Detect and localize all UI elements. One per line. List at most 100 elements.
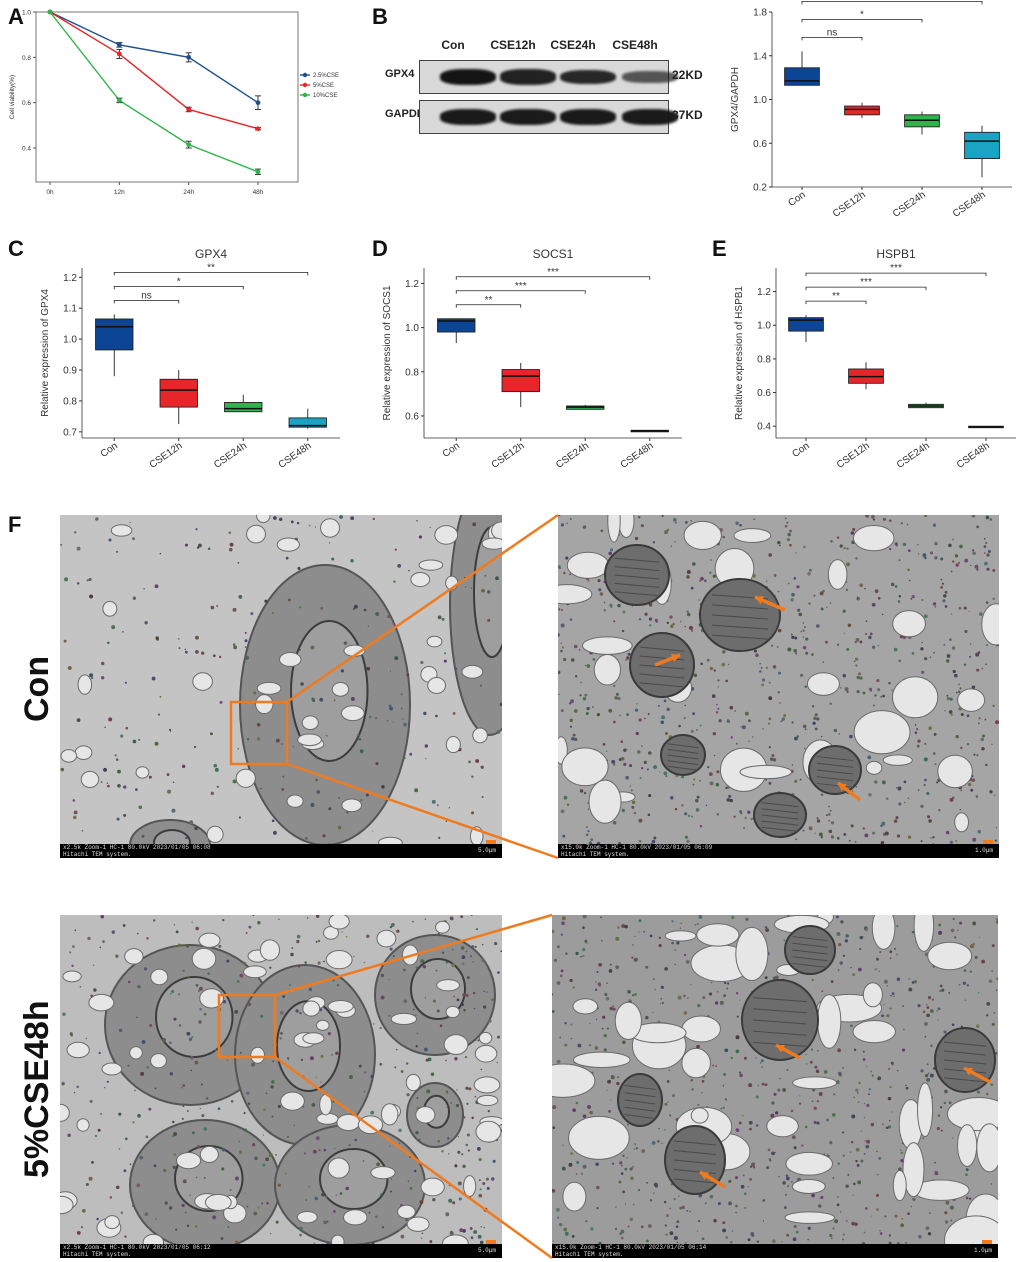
tem-granule [184, 648, 187, 651]
tem-granule [191, 1036, 194, 1039]
tem-granule [880, 841, 885, 844]
tem-granule [552, 1188, 556, 1193]
tem-granule [842, 1066, 844, 1069]
tem-granule [724, 1098, 727, 1101]
tem-granule [290, 952, 294, 957]
cristae [639, 682, 685, 688]
tem-granule [89, 673, 94, 678]
tem-granule [480, 765, 484, 769]
tem-granule [777, 1088, 781, 1092]
vacuole [827, 559, 848, 590]
tem-granule [943, 1101, 947, 1105]
tem-granule [921, 670, 925, 674]
tem-granule [811, 653, 814, 656]
tem-granule [446, 1106, 449, 1108]
tem-granule [880, 695, 883, 698]
tem-granule [843, 546, 846, 550]
vacuole [976, 1123, 998, 1173]
tem-granule [671, 941, 674, 945]
tem-granule [651, 1140, 656, 1145]
tem-granule [720, 1107, 723, 1110]
tem-granule [472, 961, 474, 963]
tem-granule [891, 689, 893, 691]
tem-granule [171, 808, 176, 813]
tem-granule [468, 760, 471, 764]
tem-granule [759, 662, 761, 665]
cristae [639, 646, 685, 652]
tem-granule [97, 1128, 101, 1132]
tem-granule [862, 1050, 865, 1053]
tem-granule [971, 515, 976, 518]
tem-granule [895, 787, 898, 789]
x-tick-label: CSE12h [835, 440, 872, 470]
vacuole [206, 825, 224, 843]
tem-granule [244, 1192, 246, 1194]
tem-granule [146, 937, 149, 940]
tem-granule [811, 1193, 815, 1198]
tem-granule [172, 1165, 176, 1169]
tem-granule [937, 1007, 941, 1011]
tem-granule [625, 775, 629, 780]
tem-granule [270, 1233, 272, 1235]
x-tick-label: CSE12h [148, 440, 185, 470]
tem-granule [986, 553, 990, 557]
tem-granule [627, 1225, 630, 1228]
cristae [761, 802, 799, 808]
western-blot: Con CSE12h CSE24h CSE48h GPX4 22KD GAPDH 37KD [385, 30, 705, 134]
tem-granule [896, 834, 901, 838]
tem-granule [675, 1225, 679, 1228]
tem-granule [138, 738, 141, 741]
tem-granule [728, 1179, 732, 1183]
tem-granule [604, 992, 608, 997]
vacuole [415, 1106, 436, 1124]
tem-granule [375, 1215, 378, 1219]
tem-granule [698, 915, 703, 919]
tem-granule [868, 793, 872, 797]
tem-granule [473, 1007, 476, 1010]
tem-granule [107, 784, 110, 788]
tem-granule [196, 546, 200, 549]
vacuole [60, 749, 78, 763]
tem-granule [381, 1226, 385, 1229]
vacuole [445, 1005, 461, 1019]
tem-granule [116, 817, 120, 821]
tem-granule [834, 1219, 839, 1224]
tem-granule [246, 1205, 249, 1208]
tem-granule [194, 1224, 198, 1228]
tem-granule [350, 516, 355, 521]
vacuole [435, 920, 450, 934]
tem-granule [989, 790, 993, 794]
tem-granule [938, 930, 943, 935]
mitochondrion [753, 792, 807, 838]
tem-granule [563, 1227, 568, 1232]
tem-granule [82, 1209, 86, 1213]
tem-granule [805, 1063, 808, 1065]
tem-granule [820, 1195, 824, 1200]
tem-granule [673, 1197, 676, 1201]
tem-granule [198, 1020, 202, 1024]
tem-granule [948, 991, 951, 994]
tem-granule [816, 817, 819, 820]
tem-granule [271, 612, 275, 615]
tem-granule [244, 646, 247, 649]
tem-granule [898, 601, 901, 604]
tem-granule [836, 932, 841, 936]
tem-granule [473, 1230, 478, 1234]
tem-granule [447, 1137, 450, 1140]
tem-granule [830, 540, 833, 543]
tem-granule [205, 1097, 209, 1100]
tem-granule [808, 602, 811, 605]
y-tick-label: 1.0 [757, 321, 771, 332]
tem-granule [553, 958, 558, 962]
tem-granule [649, 624, 652, 627]
tem-granule [326, 1220, 329, 1223]
tem-granule [322, 834, 326, 838]
tem-granule [786, 1233, 790, 1237]
tem-granule [710, 559, 712, 561]
tem-granule [484, 574, 487, 577]
tem-granule [793, 648, 797, 653]
tem-granule [641, 1149, 646, 1153]
tem-granule [421, 1232, 424, 1235]
tem-granule [842, 673, 846, 678]
tem-granule [865, 620, 868, 623]
